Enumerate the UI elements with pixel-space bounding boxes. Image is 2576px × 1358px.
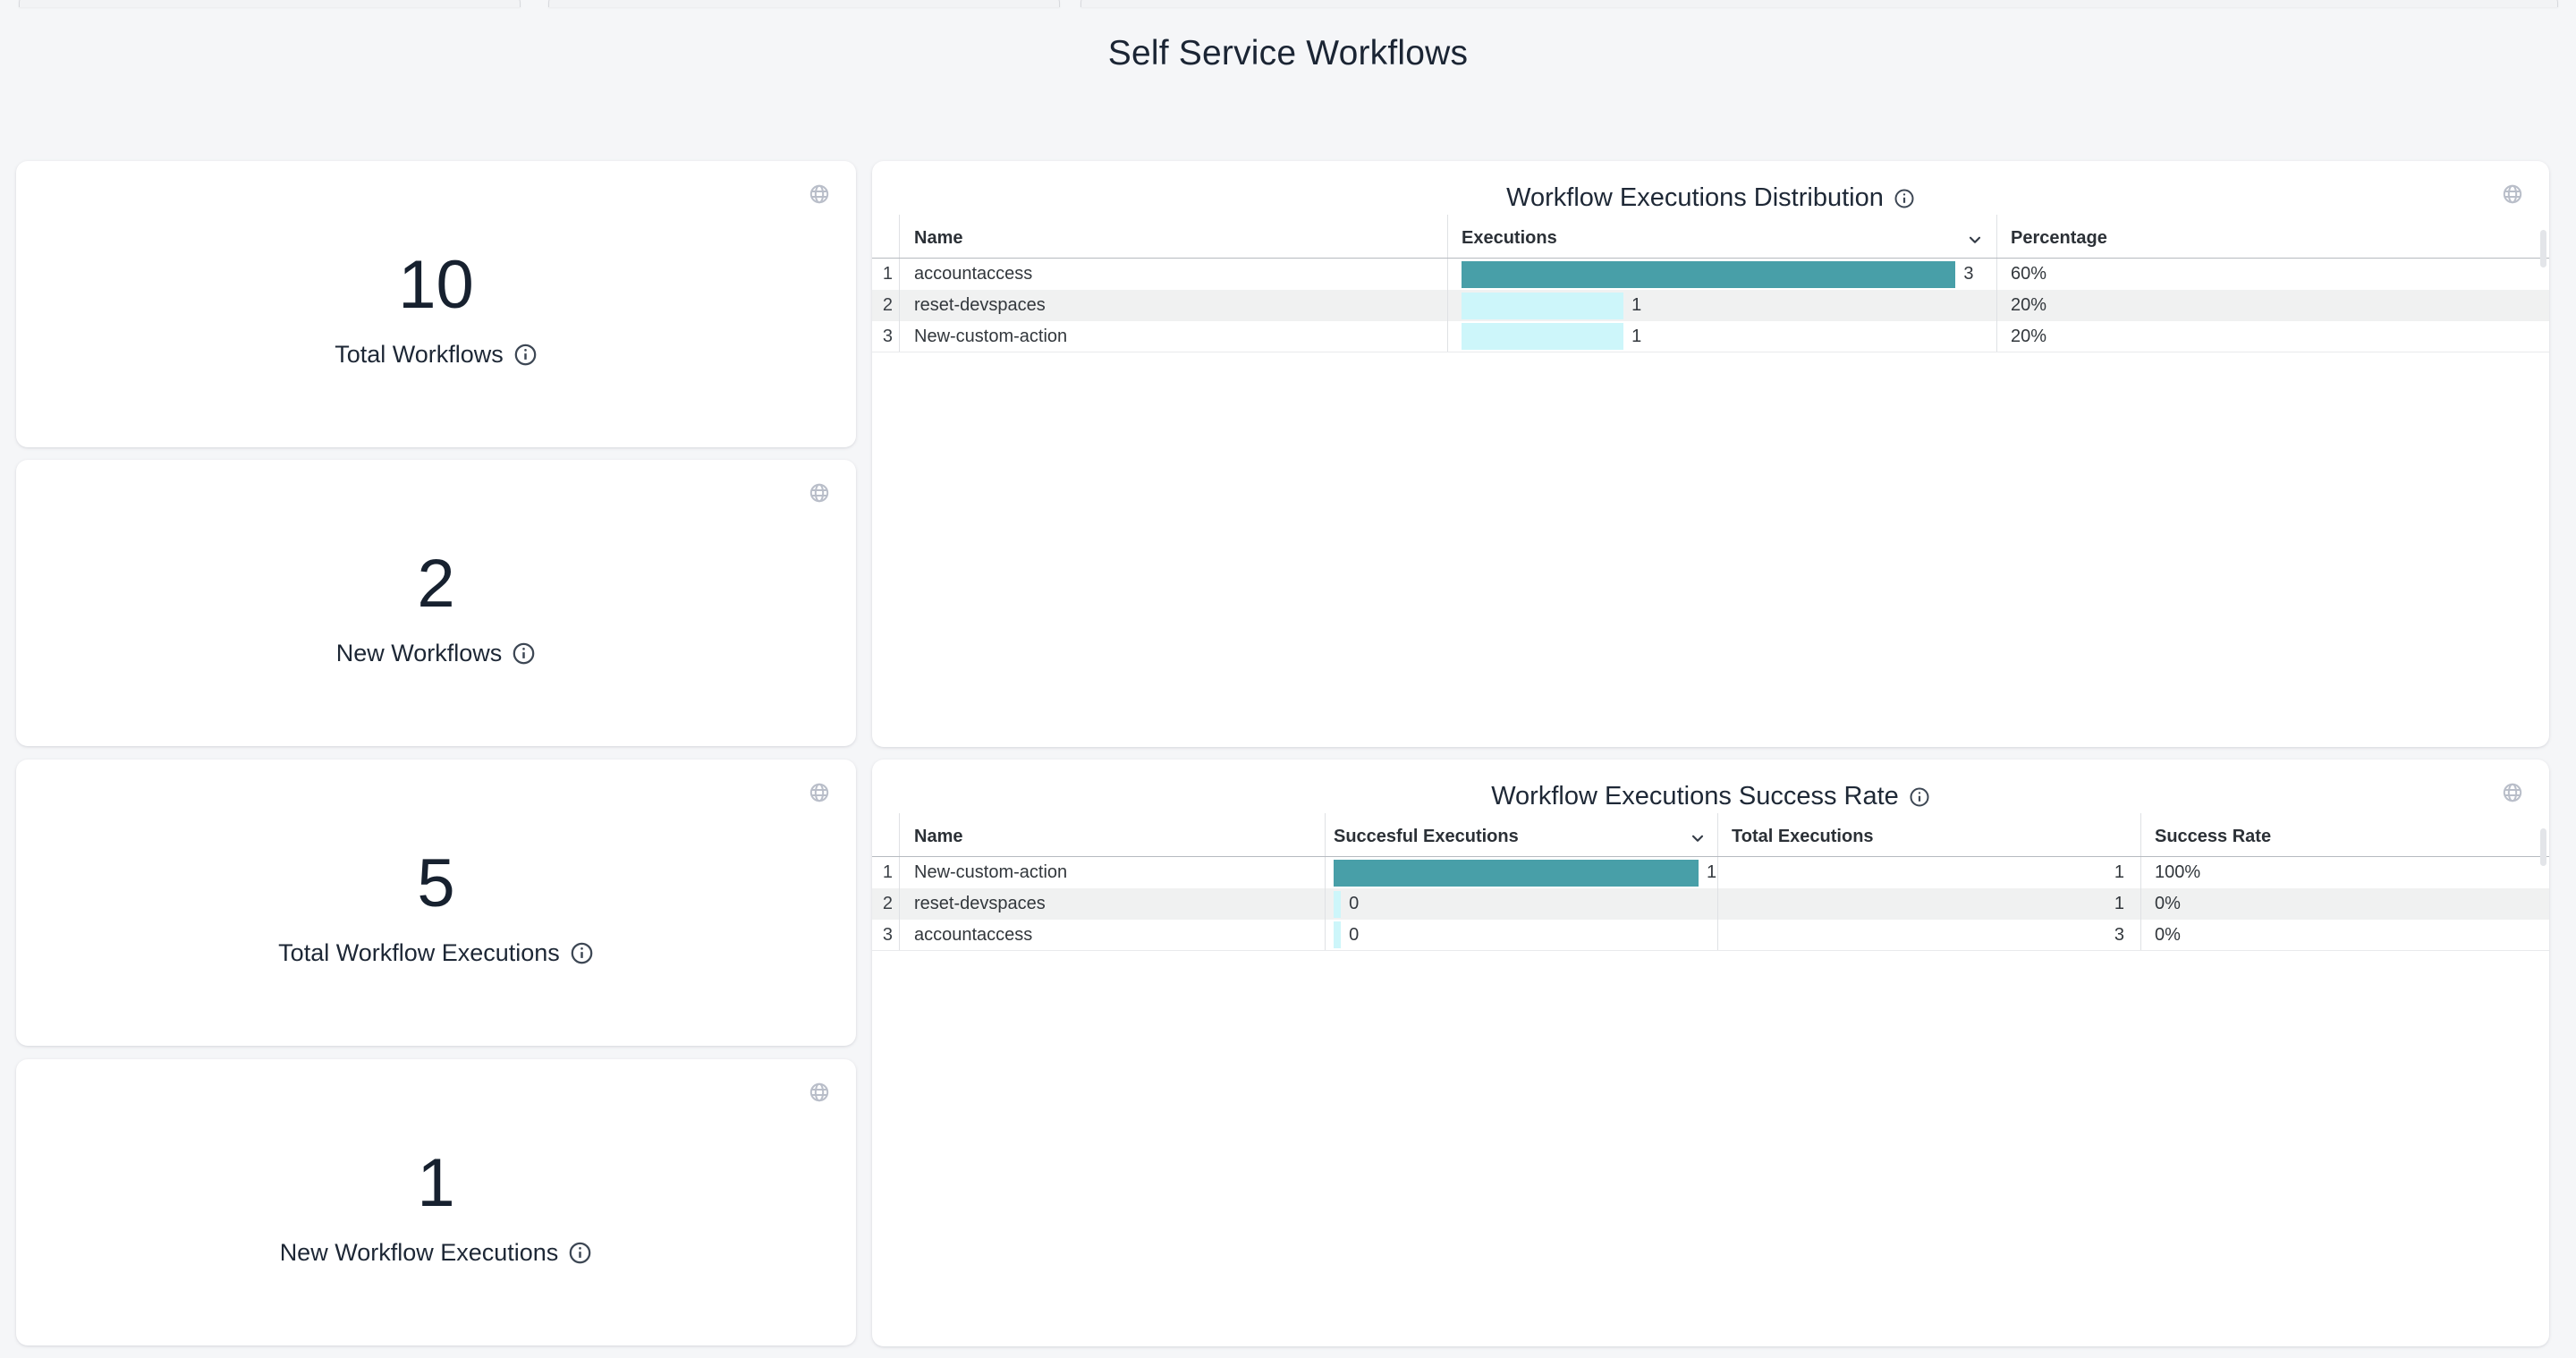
stat-label: New Workflow Executions	[279, 1239, 559, 1266]
bar-value: 1	[1707, 862, 1717, 882]
globe-icon[interactable]	[809, 782, 830, 803]
scrollbar-thumb[interactable]	[2540, 828, 2546, 866]
bar-value: 1	[1631, 295, 1642, 315]
table-row: 1 accountaccess 3 60%	[872, 259, 2549, 290]
stat-card-new-workflow-executions: 1 New Workflow Executions	[16, 1059, 856, 1345]
execution-bar	[1462, 260, 1956, 288]
stat-label: Total Workflow Executions	[278, 939, 560, 966]
cell-total-executions: 1	[1717, 888, 2140, 920]
panel-workflow-executions-distribution: Workflow Executions Distribution Name Ex…	[872, 161, 2549, 747]
row-number-header	[872, 813, 899, 856]
panel-title: Workflow Executions Success Rate	[1491, 782, 1899, 811]
info-icon[interactable]	[512, 641, 536, 666]
table-row: 3 New-custom-action 1 20%	[872, 321, 2549, 352]
table-header-row: Name Succesful Executions Total Executio…	[872, 813, 2549, 857]
column-header-name[interactable]: Name	[899, 813, 1325, 856]
panel-workflow-executions-success-rate: Workflow Executions Success Rate Name Su…	[872, 760, 2549, 1346]
column-header-success-rate[interactable]: Success Rate	[2140, 813, 2549, 856]
cell-success-rate: 0%	[2140, 888, 2549, 920]
cell-success-rate: 0%	[2140, 920, 2549, 950]
cell-success-rate: 100%	[2140, 857, 2549, 888]
execution-bar	[1334, 859, 1699, 887]
stat-label: Total Workflows	[335, 341, 504, 368]
row-number: 3	[882, 326, 893, 346]
stat-value: 5	[417, 845, 455, 921]
bar-value: 1	[1631, 326, 1642, 346]
execution-bar	[1462, 323, 1624, 350]
info-icon[interactable]	[513, 343, 538, 367]
table-row: 2 reset-devspaces 1 20%	[872, 290, 2549, 321]
info-icon[interactable]	[1894, 188, 1915, 209]
stat-card-new-workflows: 2 New Workflows	[16, 460, 856, 746]
globe-icon[interactable]	[2502, 782, 2523, 803]
column-header-percentage[interactable]: Percentage	[1996, 215, 2549, 258]
execution-bar	[1462, 292, 1624, 319]
panel-title: Workflow Executions Distribution	[1506, 183, 1884, 212]
scrollbar-thumb[interactable]	[2540, 230, 2546, 267]
cell-percentage: 60%	[1996, 259, 2549, 290]
info-icon[interactable]	[570, 941, 594, 965]
bar-value: 0	[1349, 924, 1360, 945]
bar-value: 0	[1349, 894, 1360, 913]
stat-value: 1	[417, 1145, 455, 1221]
stat-label: New Workflows	[335, 640, 503, 666]
cell-name: reset-devspaces	[899, 888, 1325, 920]
column-header-name[interactable]: Name	[899, 215, 1447, 258]
stat-value: 2	[417, 546, 455, 622]
table-row: 3 accountaccess 0 3 0%	[872, 920, 2549, 951]
cell-name: accountaccess	[899, 259, 1447, 290]
execution-bar	[1334, 890, 1342, 918]
column-header-executions[interactable]: Executions	[1447, 215, 1996, 258]
globe-icon[interactable]	[2502, 183, 2523, 205]
row-number: 1	[882, 264, 893, 284]
cell-name: accountaccess	[899, 920, 1325, 950]
row-number: 2	[882, 295, 893, 315]
row-number: 2	[882, 894, 893, 913]
top-tab-remnant	[1080, 0, 2558, 7]
info-icon[interactable]	[568, 1241, 592, 1265]
globe-icon[interactable]	[809, 482, 830, 504]
cell-name: reset-devspaces	[899, 290, 1447, 321]
globe-icon[interactable]	[809, 1082, 830, 1103]
info-icon[interactable]	[1909, 786, 1930, 808]
top-tab-remnant	[548, 0, 1060, 7]
chevron-down-icon[interactable]	[1689, 829, 1707, 847]
bar-value: 3	[1963, 264, 1974, 284]
execution-bar	[1334, 921, 1342, 948]
top-tab-remnant	[19, 0, 521, 7]
stat-card-total-workflows: 10 Total Workflows	[16, 161, 856, 447]
row-number-header	[872, 215, 899, 258]
cell-name: New-custom-action	[899, 857, 1325, 888]
table-row: 2 reset-devspaces 0 1 0%	[872, 888, 2549, 920]
cell-total-executions: 1	[1717, 857, 2140, 888]
page-title: Self Service Workflows	[1107, 34, 1469, 72]
cell-percentage: 20%	[1996, 290, 2549, 321]
globe-icon[interactable]	[809, 183, 830, 205]
row-number: 3	[882, 924, 893, 945]
chevron-down-icon[interactable]	[1966, 231, 1984, 249]
cell-name: New-custom-action	[899, 321, 1447, 352]
table-row: 1 New-custom-action 1 1 100%	[872, 857, 2549, 888]
table-header-row: Name Executions Percentage	[872, 215, 2549, 259]
stat-value: 10	[398, 247, 474, 323]
cell-percentage: 20%	[1996, 321, 2549, 352]
stat-card-total-workflow-executions: 5 Total Workflow Executions	[16, 760, 856, 1046]
row-number: 1	[882, 862, 893, 882]
column-header-successful-executions[interactable]: Succesful Executions	[1325, 813, 1717, 856]
cell-total-executions: 3	[1717, 920, 2140, 950]
column-header-total-executions[interactable]: Total Executions	[1717, 813, 2140, 856]
